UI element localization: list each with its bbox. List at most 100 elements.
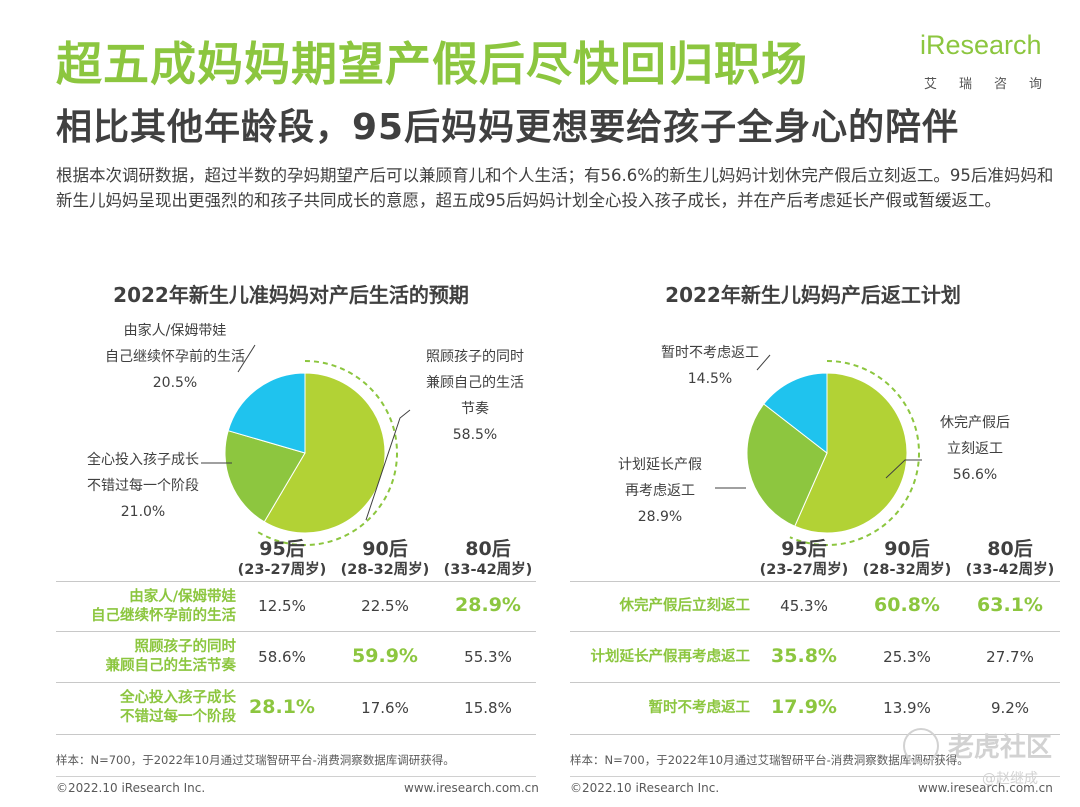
table-cell: 55.3% xyxy=(464,648,512,666)
table-divider xyxy=(570,682,1060,683)
right-row-label-nowork: 暂时不考虑返工 xyxy=(570,699,751,718)
pie-label-value: 28.9% xyxy=(637,509,683,525)
right-row-label-return: 休完产假后立刻返工 xyxy=(570,597,751,616)
page-subtitle: 相比其他年龄段，95后妈妈更想要给孩子全身心的陪伴 xyxy=(56,107,960,148)
table-divider xyxy=(56,581,536,582)
pie-label-line: 全心投入孩子成长 xyxy=(87,452,199,468)
pie-label-line: 休完产假后 xyxy=(940,415,1010,431)
table-cell: 12.5% xyxy=(258,597,306,615)
pie-label-line: 不错过每一个阶段 xyxy=(87,478,199,494)
pie-label-line: 由家人/保姆带娃 xyxy=(123,323,227,339)
page-title: 超五成妈妈期望产假后尽快回归职场 xyxy=(56,37,808,91)
left-footer-url[interactable]: www.iresearch.com.cn xyxy=(404,781,539,795)
col-age: 80后 xyxy=(987,538,1033,560)
right-pie-label-nowork: 暂时不考虑返工 14.5% xyxy=(640,340,780,392)
pie-label-value: 56.6% xyxy=(952,467,998,483)
left-footer-copyright: ©2022.10 iResearch Inc. xyxy=(56,781,206,795)
table-cell-highlight: 17.9% xyxy=(771,696,837,718)
right-row-label-extend: 计划延长产假再考虑返工 xyxy=(570,648,751,667)
left-row-label-family: 由家人/保姆带娃 自己继续怀孕前的生活 xyxy=(56,588,236,626)
row-label-line: 自己继续怀孕前的生活 xyxy=(91,608,236,624)
left-col-head-80: 80后 (33-42周岁) xyxy=(443,537,533,579)
left-pie-label-family: 由家人/保姆带娃 自己继续怀孕前的生活 20.5% xyxy=(80,318,270,396)
left-sample-note: 样本：N=700，于2022年10月通过艾瑞智研平台-消费洞察数据库调研获得。 xyxy=(56,753,455,767)
table-divider xyxy=(56,734,536,735)
row-label-line: 由家人/保姆带娃 xyxy=(129,589,236,605)
pie-label-line: 照顾孩子的同时 xyxy=(426,349,524,365)
table-divider xyxy=(570,631,1060,632)
pie-label-line: 自己继续怀孕前的生活 xyxy=(105,349,245,365)
pie-label-line: 暂时不考虑返工 xyxy=(661,345,759,361)
right-sample-note: 样本：N=700，于2022年10月通过艾瑞智研平台-消费洞察数据库调研获得。 xyxy=(570,753,969,767)
pie-label-line: 节奏 xyxy=(461,401,489,417)
summary-paragraph: 根据本次调研数据，超过半数的孕妈期望产后可以兼顾育儿和个人生活；有56.6%的新… xyxy=(56,166,1054,210)
row-label-line: 计划延长产假再考虑返工 xyxy=(590,649,751,665)
table-cell-highlight: 60.8% xyxy=(874,594,940,616)
pie-label-value: 14.5% xyxy=(687,371,733,387)
left-pie-label-balance: 照顾孩子的同时 兼顾自己的生活 节奏 58.5% xyxy=(400,344,550,448)
left-pie-slice-1 xyxy=(224,430,306,523)
right-pie-label-extend: 计划延长产假 再考虑返工 28.9% xyxy=(600,452,720,530)
left-chart-title: 2022年新生儿准妈妈对产后生活的预期 xyxy=(113,283,469,307)
pie-label-value: 20.5% xyxy=(152,375,198,391)
pie-label-line: 立刻返工 xyxy=(947,441,1003,457)
left-col-head-90: 90后 (28-32周岁) xyxy=(340,537,430,579)
col-age: 95后 xyxy=(259,538,305,560)
watermark-text: 老虎社区 xyxy=(948,733,1053,763)
pie-label-line: 再考虑返工 xyxy=(625,483,695,499)
table-cell: 15.8% xyxy=(464,699,512,717)
table-cell: 25.3% xyxy=(883,648,931,666)
row-label-line: 休完产假后立刻返工 xyxy=(619,598,751,614)
table-cell-highlight: 28.1% xyxy=(249,696,315,718)
right-pie-slice-1 xyxy=(746,403,828,527)
row-label-line: 不错过每一个阶段 xyxy=(120,709,236,725)
row-label-line: 暂时不考虑返工 xyxy=(648,700,751,716)
right-pie-label-return: 休完产假后 立刻返工 56.6% xyxy=(920,410,1030,488)
row-label-line: 全心投入孩子成长 xyxy=(120,690,236,706)
right-col-head-95: 95后 (23-27周岁) xyxy=(759,537,849,579)
col-age: 90后 xyxy=(362,538,408,560)
col-range: (33-42周岁) xyxy=(965,562,1055,578)
table-cell: 22.5% xyxy=(361,597,409,615)
right-pie-slice-2 xyxy=(763,372,828,455)
table-cell: 13.9% xyxy=(883,699,931,717)
iresearch-logo: iResearch 艾瑞咨询 xyxy=(920,30,1042,92)
left-pie-label-devote: 全心投入孩子成长 不错过每一个阶段 21.0% xyxy=(68,447,218,525)
col-range: (23-27周岁) xyxy=(237,562,327,578)
row-label-line: 兼顾自己的生活节奏 xyxy=(105,658,237,674)
table-cell: 27.7% xyxy=(986,648,1034,666)
col-range: (28-32周岁) xyxy=(862,562,952,578)
watermark-subtext: @赵继成 xyxy=(982,771,1038,787)
logo-subtext: 艾瑞咨询 xyxy=(924,77,1065,92)
right-col-head-80: 80后 (33-42周岁) xyxy=(965,537,1055,579)
footer-divider xyxy=(570,776,1060,777)
pie-label-line: 兼顾自己的生活 xyxy=(426,375,524,391)
table-cell: 45.3% xyxy=(780,597,828,615)
col-range: (33-42周岁) xyxy=(443,562,533,578)
footer-divider xyxy=(56,776,536,777)
pie-label-value: 21.0% xyxy=(120,504,166,520)
table-cell-highlight: 35.8% xyxy=(771,645,837,667)
right-footer-url[interactable]: www.iresearch.com.cn xyxy=(918,781,1053,795)
row-label-line: 照顾孩子的同时 xyxy=(134,639,237,655)
logo-wordmark: iResearch xyxy=(920,30,1042,60)
col-age: 90后 xyxy=(884,538,930,560)
table-cell: 9.2% xyxy=(990,699,1030,717)
pie-label-line: 计划延长产假 xyxy=(618,457,702,473)
right-footer-copyright: ©2022.10 iResearch Inc. xyxy=(570,781,720,795)
table-cell: 58.6% xyxy=(258,648,306,666)
pie-label-value: 58.5% xyxy=(452,427,498,443)
table-divider xyxy=(56,682,536,683)
table-divider xyxy=(570,581,1060,582)
table-cell-highlight: 63.1% xyxy=(977,594,1043,616)
left-row-label-balance: 照顾孩子的同时 兼顾自己的生活节奏 xyxy=(56,638,237,676)
right-chart-title: 2022年新生儿妈妈产后返工计划 xyxy=(665,283,961,307)
col-age: 95后 xyxy=(781,538,827,560)
table-cell-highlight: 59.9% xyxy=(352,645,418,667)
left-col-head-95: 95后 (23-27周岁) xyxy=(237,537,327,579)
table-divider xyxy=(570,734,1060,735)
right-pie-chart xyxy=(746,360,920,546)
col-range: (23-27周岁) xyxy=(759,562,849,578)
col-range: (28-32周岁) xyxy=(340,562,430,578)
left-pie-slice-2 xyxy=(227,372,306,454)
